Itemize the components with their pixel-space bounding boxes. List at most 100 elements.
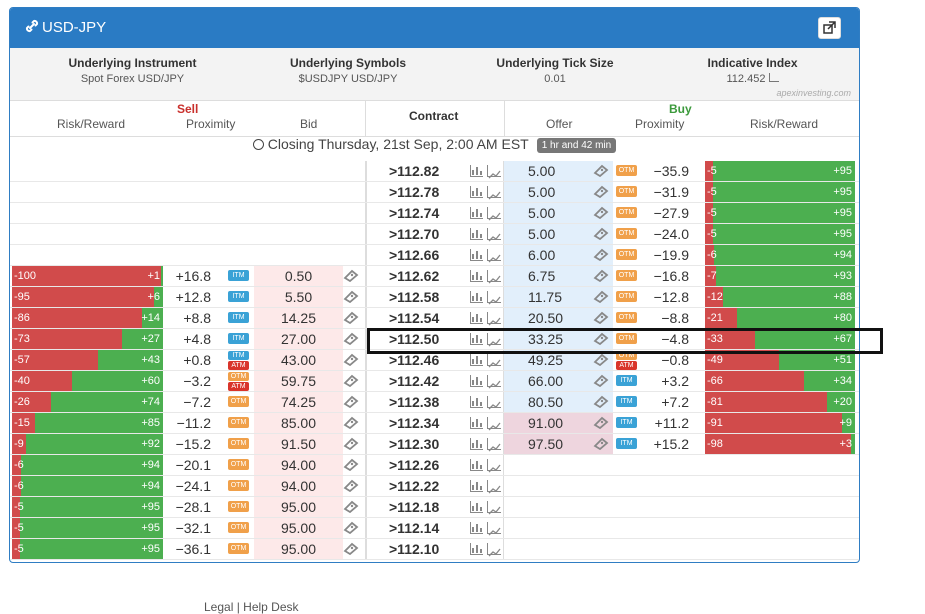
contract-cell[interactable]: >112.58 (365, 287, 504, 307)
sell-risk-reward[interactable]: -5 +95 (12, 539, 163, 559)
sell-risk-reward[interactable]: -5 +95 (12, 518, 163, 538)
external-link-button[interactable] (818, 17, 841, 39)
offer-price[interactable]: 6.00 (504, 245, 613, 265)
bar-chart-icon[interactable] (470, 417, 483, 429)
offer-price[interactable]: 33.25 (504, 329, 613, 349)
order-ticket-icon[interactable] (593, 332, 609, 345)
sell-risk-reward[interactable]: -86 +14 (12, 308, 163, 328)
bid-price[interactable]: 27.00 (254, 329, 343, 349)
order-ticket-icon[interactable] (593, 374, 609, 387)
order-ticket-icon[interactable] (593, 353, 609, 366)
offer-price[interactable]: 5.00 (504, 182, 613, 202)
order-ticket-icon[interactable] (343, 395, 359, 408)
sell-risk-reward[interactable]: -73 +27 (12, 329, 163, 349)
line-chart-icon[interactable] (487, 354, 501, 368)
buy-risk-reward[interactable]: -7 +93 (705, 266, 855, 286)
bar-chart-icon[interactable] (470, 186, 483, 198)
contract-cell[interactable]: >112.26 (365, 455, 504, 475)
contract-cell[interactable]: >112.10 (365, 539, 504, 559)
bar-chart-icon[interactable] (470, 165, 483, 177)
contract-cell[interactable]: >112.34 (365, 413, 504, 433)
order-ticket-icon[interactable] (593, 395, 609, 408)
contract-cell[interactable]: >112.74 (365, 203, 504, 223)
buy-risk-reward[interactable]: -5 +95 (705, 182, 855, 202)
order-ticket-icon[interactable] (343, 542, 359, 555)
offer-price[interactable]: 5.00 (504, 161, 613, 181)
order-ticket-icon[interactable] (343, 458, 359, 471)
contract-cell[interactable]: >112.46 (365, 350, 504, 370)
order-ticket-icon[interactable] (343, 521, 359, 534)
bar-chart-icon[interactable] (470, 249, 483, 261)
offer-price[interactable]: 5.00 (504, 224, 613, 244)
sell-risk-reward[interactable]: -9 +92 (12, 434, 163, 454)
line-chart-icon[interactable] (487, 375, 501, 389)
line-chart-icon[interactable] (487, 312, 501, 326)
order-ticket-icon[interactable] (593, 416, 609, 429)
order-ticket-icon[interactable] (593, 311, 609, 324)
order-ticket-icon[interactable] (593, 164, 609, 177)
bid-price[interactable]: 85.00 (254, 413, 343, 433)
bid-price[interactable]: 5.50 (254, 287, 343, 307)
line-chart-icon[interactable] (487, 165, 501, 179)
bar-chart-icon[interactable] (470, 375, 483, 387)
bid-price[interactable]: 59.75 (254, 371, 343, 391)
line-chart-icon[interactable] (487, 207, 501, 221)
bar-chart-icon[interactable] (470, 543, 483, 555)
buy-risk-reward[interactable]: -33 +67 (705, 329, 855, 349)
bar-chart-icon[interactable] (470, 312, 483, 324)
line-chart-icon[interactable] (487, 249, 501, 263)
bar-chart-icon[interactable] (470, 207, 483, 219)
offer-price[interactable]: 11.75 (504, 287, 613, 307)
contract-cell[interactable]: >112.78 (365, 182, 504, 202)
contract-cell[interactable]: >112.22 (365, 476, 504, 496)
line-chart-icon[interactable] (487, 396, 501, 410)
bar-chart-icon[interactable] (470, 354, 483, 366)
buy-risk-reward[interactable]: -5 +95 (705, 203, 855, 223)
contract-cell[interactable]: >112.66 (365, 245, 504, 265)
buy-risk-reward[interactable]: -98 +3 (705, 434, 855, 454)
bar-chart-icon[interactable] (470, 396, 483, 408)
order-ticket-icon[interactable] (593, 269, 609, 282)
sell-risk-reward[interactable]: -26 +74 (12, 392, 163, 412)
bid-price[interactable]: 0.50 (254, 266, 343, 286)
bar-chart-icon[interactable] (470, 270, 483, 282)
bid-price[interactable]: 91.50 (254, 434, 343, 454)
offer-price[interactable]: 80.50 (504, 392, 613, 412)
order-ticket-icon[interactable] (343, 332, 359, 345)
bid-price[interactable]: 95.00 (254, 497, 343, 517)
order-ticket-icon[interactable] (343, 269, 359, 282)
offer-price[interactable]: 91.00 (504, 413, 613, 433)
line-chart-icon[interactable] (487, 438, 501, 452)
sell-risk-reward[interactable]: -100 +1 (12, 266, 163, 286)
bar-chart-icon[interactable] (470, 501, 483, 513)
line-chart-icon[interactable] (487, 480, 501, 494)
contract-cell[interactable]: >112.18 (365, 497, 504, 517)
order-ticket-icon[interactable] (343, 290, 359, 303)
offer-price[interactable]: 5.00 (504, 203, 613, 223)
bid-price[interactable]: 43.00 (254, 350, 343, 370)
order-ticket-icon[interactable] (343, 311, 359, 324)
contract-cell[interactable]: >112.38 (365, 392, 504, 412)
offer-price[interactable]: 66.00 (504, 371, 613, 391)
order-ticket-icon[interactable] (343, 374, 359, 387)
sell-risk-reward[interactable]: -15 +85 (12, 413, 163, 433)
order-ticket-icon[interactable] (343, 416, 359, 429)
line-chart-icon[interactable] (487, 543, 501, 557)
buy-risk-reward[interactable]: -5 +95 (705, 224, 855, 244)
bid-price[interactable]: 94.00 (254, 476, 343, 496)
bid-price[interactable]: 95.00 (254, 539, 343, 559)
line-chart-icon[interactable] (487, 186, 501, 200)
sell-risk-reward[interactable]: -57 +43 (12, 350, 163, 370)
bid-price[interactable]: 95.00 (254, 518, 343, 538)
sell-risk-reward[interactable]: -40 +60 (12, 371, 163, 391)
contract-cell[interactable]: >112.14 (365, 518, 504, 538)
contract-cell[interactable]: >112.50 (365, 329, 504, 349)
offer-price[interactable]: 20.50 (504, 308, 613, 328)
contract-cell[interactable]: >112.42 (365, 371, 504, 391)
bar-chart-icon[interactable] (470, 333, 483, 345)
order-ticket-icon[interactable] (343, 479, 359, 492)
line-chart-icon[interactable] (487, 417, 501, 431)
sell-risk-reward[interactable]: -5 +95 (12, 497, 163, 517)
bar-chart-icon[interactable] (470, 522, 483, 534)
order-ticket-icon[interactable] (593, 227, 609, 240)
